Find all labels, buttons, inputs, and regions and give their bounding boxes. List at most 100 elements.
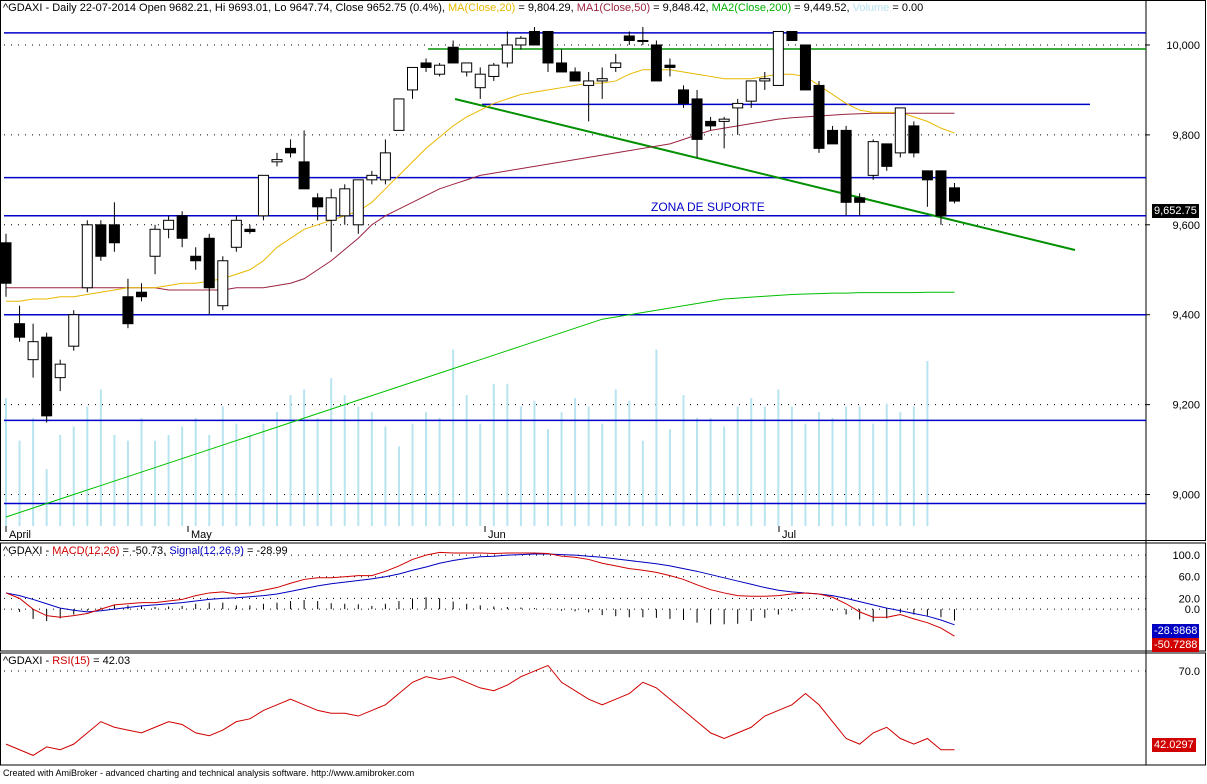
candle-body-up [434,64,446,75]
ma20-legend: MA(Close,20) [448,2,516,14]
volume-bar [614,389,617,526]
volume-bar [574,397,577,526]
candle-body-down [908,125,920,154]
candle [799,44,811,91]
candle-body-down [0,242,12,284]
macd-y-tick-label: 20.0 [1179,593,1200,605]
header-lo-label: Lo [274,2,287,14]
candle-body-up [217,260,229,307]
candle [623,31,635,45]
header-open: 9682.21 [169,2,209,14]
volume-bar [560,412,563,526]
candle [854,193,866,216]
header-period: Daily [52,2,77,14]
volume-bar [519,406,522,526]
candle [149,224,161,275]
volume-bar [682,395,685,526]
header-change: (0.4%) [409,2,442,14]
candle [691,89,703,158]
header-hi-label: Hi [214,2,226,14]
candle [176,211,188,248]
candle-body-up [325,197,337,221]
volume-bar [818,412,820,526]
candle [136,283,147,302]
candle [95,220,107,261]
candle [434,62,446,77]
candle-body-up [732,102,744,109]
header-close: 9652.75 [366,2,407,14]
candle-body-down [921,170,933,181]
volume-bar [397,446,400,526]
candle [488,62,500,81]
macd-pane-border [0,542,1206,652]
volume-bar [912,406,915,526]
candle-body-up [867,141,879,176]
candle [312,193,324,221]
signal-value-tag: -28.9868 [1152,624,1200,638]
candle-body-down [650,44,662,82]
candle [325,188,337,252]
volume-bar [492,383,495,526]
candle-body-down [285,147,297,154]
candle-body-up [68,314,80,347]
candle-body-down [935,170,947,217]
volume-bar [208,434,211,526]
candle-body-up [149,228,161,257]
volume-bar [858,406,861,526]
candle [732,98,744,135]
volume-bar [628,400,631,526]
candle [474,67,486,99]
volume-bar [384,426,387,526]
candle [718,116,730,149]
volume-bar [479,423,482,526]
y-tick-label: 9,800 [1172,130,1200,142]
candle-body-down [799,44,811,91]
volume-bar [18,440,21,526]
candle-body-down [813,84,825,149]
candle-body-down [827,129,839,145]
candle [54,359,66,392]
candle [366,170,378,185]
candle [813,80,825,153]
ma50-line [6,112,955,291]
volume-bar [804,423,807,526]
x-tick-label: Jul [782,529,796,541]
candle [949,182,960,204]
rsi-ticker: ^GDAXI [3,655,43,667]
y-tick-label: 9,600 [1172,220,1200,232]
volume-bar [709,417,712,526]
candle [921,170,933,207]
candle-body-down [786,30,798,41]
volume-bar [262,423,265,526]
candle [81,220,93,293]
footer-credit: Created with AmiBroker - advanced charti… [3,768,415,778]
volume-bar [831,417,834,526]
volume-bar [370,412,373,526]
candle [583,71,595,122]
x-tick-label: May [191,529,212,541]
rsi-line [5,664,955,756]
macd-value: -50.73 [131,545,164,557]
candle [556,49,568,73]
candle-body-up [257,174,269,217]
volume-bar [425,412,428,526]
ma20-value: 9,804.29 [527,2,571,14]
candle-body-down [420,62,432,68]
candle [14,305,26,342]
candle-body-up [894,107,906,154]
candle [569,67,581,82]
x-tick-label: Jun [488,529,506,541]
candle-body-down [528,30,540,46]
price-header: ^GDAXI - Daily 22-07-2014 Open 9682.21, … [3,2,924,14]
volume-bar [343,395,346,526]
candle-body-up [366,174,378,181]
volume-bar [641,440,644,526]
candle-body-down [705,120,717,127]
candle-body-down [312,197,324,208]
candle [122,278,134,329]
candle [664,58,676,77]
candle [596,67,608,99]
volume-bar [750,397,753,526]
candle-body-up [163,219,175,230]
